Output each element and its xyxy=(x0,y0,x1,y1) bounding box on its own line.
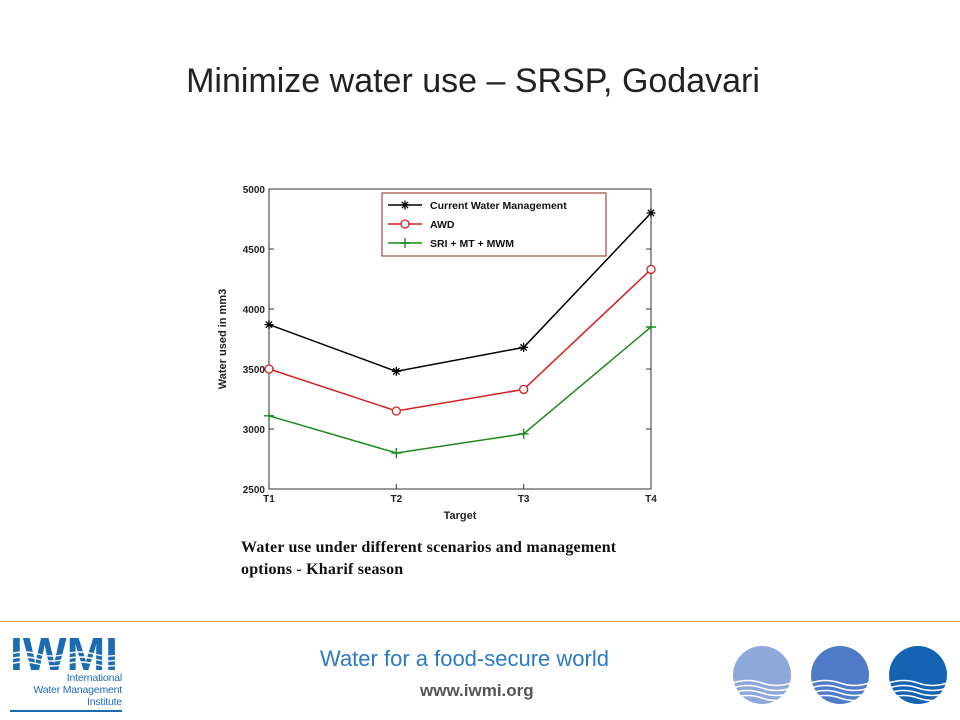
legend-marker xyxy=(400,219,410,229)
y-tick-label: 4000 xyxy=(243,305,266,316)
series-line xyxy=(268,212,652,373)
logo-wave-lines xyxy=(10,651,122,667)
x-axis-label: Target xyxy=(444,510,477,522)
data-point xyxy=(519,342,529,352)
logo-line-3: Institute xyxy=(87,696,122,708)
data-point xyxy=(519,384,529,395)
water-use-chart: 2500 3000 3500 4000 4500 5000 T1 T2 T3 T4 Current… xyxy=(217,185,658,522)
data-point xyxy=(264,364,274,374)
caption-line-2: options - Kharif season xyxy=(241,561,404,578)
data-point xyxy=(646,322,656,332)
footer-divider xyxy=(0,621,960,622)
x-tick-label: T3 xyxy=(518,494,530,505)
legend-label: Current Water Management xyxy=(430,200,567,212)
x-tick-label: T4 xyxy=(645,494,657,505)
legend-label: SRI + MT + MWM xyxy=(430,238,514,250)
caption-line-1: Water use under different scenarios and … xyxy=(241,539,617,556)
series-line xyxy=(268,268,652,412)
data-point xyxy=(391,448,402,458)
legend-marker xyxy=(400,200,410,210)
data-point xyxy=(264,320,274,330)
series-1 xyxy=(264,264,656,416)
logo-line-1: International xyxy=(66,672,122,684)
x-tick-label: T1 xyxy=(263,494,275,505)
plot-frame xyxy=(268,188,652,490)
series-0 xyxy=(264,208,656,376)
iwmi-logo-mark: IWMI IWMI xyxy=(10,632,122,672)
series-layer xyxy=(264,208,656,458)
slide-title: Minimize water use – SRSP, Godavari xyxy=(186,62,760,100)
y-axis-label: Water used in mm3 xyxy=(217,289,229,389)
data-point xyxy=(646,264,656,275)
y-tick-label: 3500 xyxy=(243,365,266,376)
water-circle xyxy=(888,646,948,704)
data-point xyxy=(391,406,401,416)
chart-caption: Water use under different scenarios and … xyxy=(241,537,741,581)
legend: Current Water Management AWD SRI + MT + MW… xyxy=(381,192,607,257)
plot-area: 2500 3000 3500 4000 4500 5000 T1 T2 T3 T4 xyxy=(243,185,658,505)
series-2 xyxy=(264,322,656,458)
legend-marker xyxy=(400,238,410,248)
logo-institute-name: International Water Management Institute xyxy=(10,672,122,708)
data-point xyxy=(646,208,656,218)
y-tick-label: 4500 xyxy=(243,245,266,256)
y-tick-label: 5000 xyxy=(243,185,266,196)
y-tick-label: 3000 xyxy=(243,425,266,436)
decorative-water-circles xyxy=(732,646,948,704)
y-tick-label: 2500 xyxy=(243,485,266,496)
series-line xyxy=(268,326,652,454)
data-point xyxy=(391,366,401,376)
footer-tagline: Water for a food-secure world xyxy=(320,646,609,671)
logo-line-2: Water Management xyxy=(33,684,122,696)
data-point xyxy=(264,410,274,421)
iwmi-logo: IWMI IWMI International Water Management… xyxy=(10,632,122,712)
footer-url[interactable]: www.iwmi.org xyxy=(420,681,534,700)
x-tick-label: T2 xyxy=(390,494,402,505)
water-circle xyxy=(810,646,870,704)
data-point xyxy=(518,428,529,439)
legend-label: AWD xyxy=(430,219,455,231)
water-circle xyxy=(732,646,792,704)
logo-underline xyxy=(10,710,122,712)
